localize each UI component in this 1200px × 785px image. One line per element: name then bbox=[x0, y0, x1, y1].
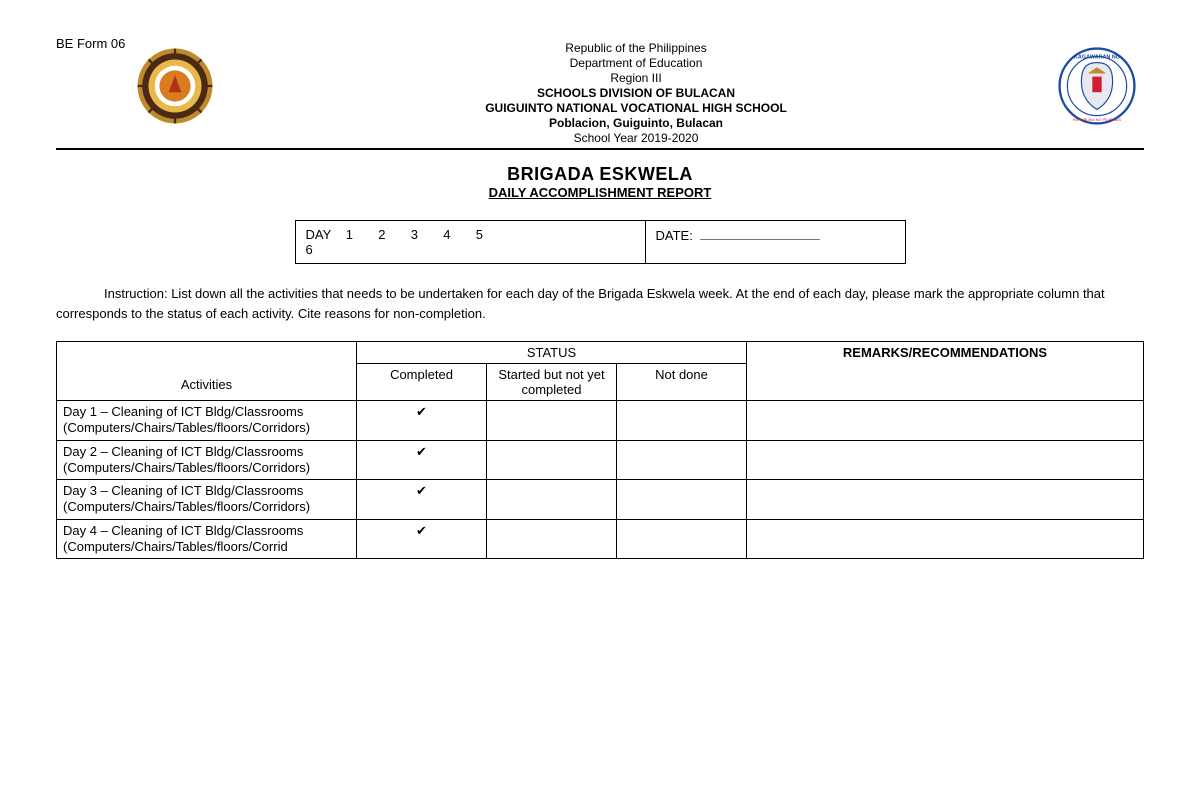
cell-completed[interactable]: ✔ bbox=[357, 480, 487, 520]
table-row: Day 3 – Cleaning of ICT Bldg/Classrooms … bbox=[57, 480, 1144, 520]
day-numbers-row1: 1 2 3 4 5 bbox=[346, 227, 483, 242]
cell-remarks[interactable] bbox=[747, 480, 1144, 520]
cell-started[interactable] bbox=[487, 440, 617, 480]
cell-started[interactable] bbox=[487, 519, 617, 559]
cell-activity: Day 4 – Cleaning of ICT Bldg/Classrooms … bbox=[57, 519, 357, 559]
cell-notdone[interactable] bbox=[617, 401, 747, 441]
cell-completed[interactable]: ✔ bbox=[357, 519, 487, 559]
cell-completed[interactable]: ✔ bbox=[357, 401, 487, 441]
svg-text:REPUBLIKA NG PILIPINAS: REPUBLIKA NG PILIPINAS bbox=[1073, 117, 1122, 122]
table-row: Day 2 – Cleaning of ICT Bldg/Classrooms … bbox=[57, 440, 1144, 480]
cell-started[interactable] bbox=[487, 480, 617, 520]
header-line-7: School Year 2019-2020 bbox=[214, 131, 1058, 146]
day-numbers-row2: 6 bbox=[306, 242, 313, 257]
instruction-text: Instruction: List down all the activitie… bbox=[56, 284, 1144, 323]
header-divider bbox=[56, 148, 1144, 150]
accomplishment-table: Activities STATUS REMARKS/RECOMMENDATION… bbox=[56, 341, 1144, 559]
table-row: Day 4 – Cleaning of ICT Bldg/Classrooms … bbox=[57, 519, 1144, 559]
header-line-3: Region III bbox=[214, 71, 1058, 86]
day-date-box: DAY 1 2 3 4 5 6 DATE: bbox=[56, 220, 1144, 264]
document-header: Republic of the Philippines Department o… bbox=[56, 41, 1144, 146]
day-cell: DAY 1 2 3 4 5 6 bbox=[295, 221, 645, 264]
cell-started[interactable] bbox=[487, 401, 617, 441]
header-line-1: Republic of the Philippines bbox=[214, 41, 1058, 56]
document-subtitle: DAILY ACCOMPLISHMENT REPORT bbox=[56, 185, 1144, 200]
cell-remarks[interactable] bbox=[747, 401, 1144, 441]
date-label: DATE: bbox=[656, 228, 693, 243]
date-cell: DATE: bbox=[645, 221, 905, 264]
cell-remarks[interactable] bbox=[747, 519, 1144, 559]
col-header-started: Started but not yet completed bbox=[487, 364, 617, 401]
col-header-status: STATUS bbox=[357, 342, 747, 364]
header-line-4: SCHOOLS DIVISION OF BULACAN bbox=[214, 86, 1058, 101]
col-header-activities: Activities bbox=[57, 342, 357, 401]
header-line-2: Department of Education bbox=[214, 56, 1058, 71]
svg-text:KAGAWARAN NG: KAGAWARAN NG bbox=[1074, 55, 1120, 61]
deped-logo-right: KAGAWARAN NG REPUBLIKA NG PILIPINAS bbox=[1058, 47, 1136, 125]
cell-notdone[interactable] bbox=[617, 519, 747, 559]
date-blank-line[interactable] bbox=[700, 227, 820, 240]
table-row: Day 1 – Cleaning of ICT Bldg/Classrooms … bbox=[57, 401, 1144, 441]
cell-notdone[interactable] bbox=[617, 480, 747, 520]
cell-activity: Day 2 – Cleaning of ICT Bldg/Classrooms … bbox=[57, 440, 357, 480]
cell-remarks[interactable] bbox=[747, 440, 1144, 480]
header-text-block: Republic of the Philippines Department o… bbox=[214, 41, 1058, 146]
cell-activity: Day 1 – Cleaning of ICT Bldg/Classrooms … bbox=[57, 401, 357, 441]
header-line-6: Poblacion, Guiguinto, Bulacan bbox=[214, 116, 1058, 131]
cell-completed[interactable]: ✔ bbox=[357, 440, 487, 480]
col-header-completed: Completed bbox=[357, 364, 487, 401]
col-header-notdone: Not done bbox=[617, 364, 747, 401]
header-line-5: GUIGUINTO NATIONAL VOCATIONAL HIGH SCHOO… bbox=[214, 101, 1058, 116]
cell-activity: Day 3 – Cleaning of ICT Bldg/Classrooms … bbox=[57, 480, 357, 520]
col-header-remarks: REMARKS/RECOMMENDATIONS bbox=[747, 342, 1144, 401]
cell-notdone[interactable] bbox=[617, 440, 747, 480]
school-logo-left bbox=[136, 47, 214, 125]
document-title: BRIGADA ESKWELA bbox=[56, 164, 1144, 185]
day-label: DAY bbox=[306, 227, 332, 242]
